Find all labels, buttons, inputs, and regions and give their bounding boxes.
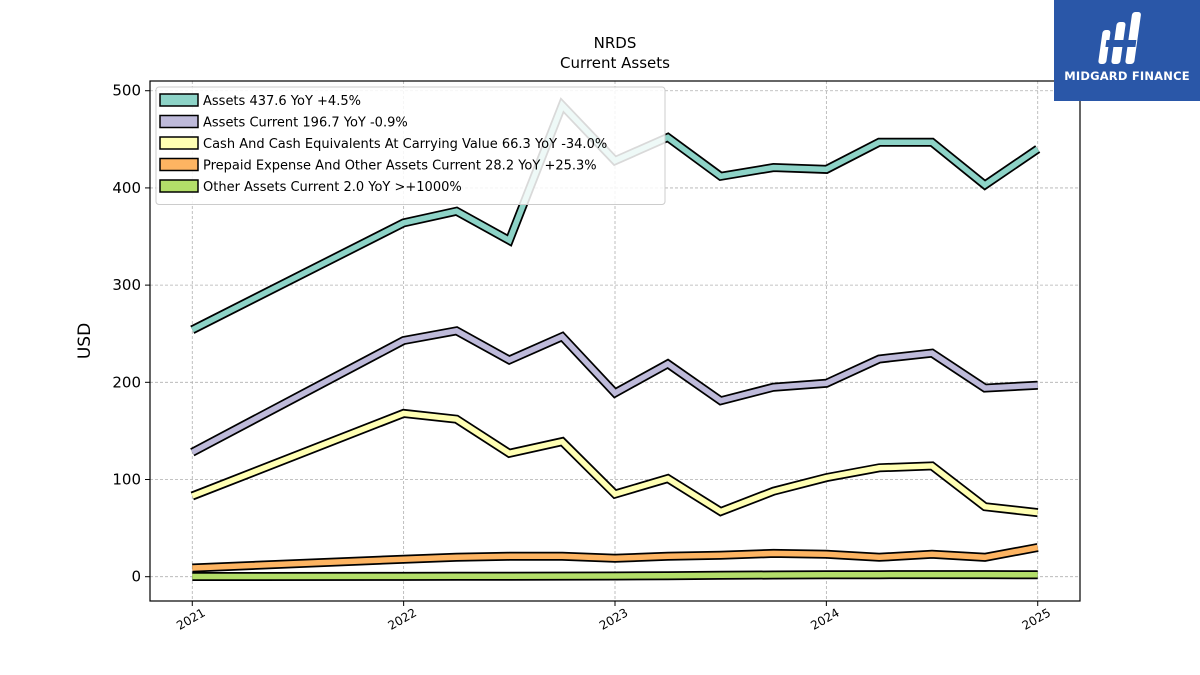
legend-swatch bbox=[159, 157, 199, 172]
series-lines bbox=[190, 97, 1041, 581]
legend-swatch bbox=[159, 179, 199, 193]
y-tick-label: 200 bbox=[112, 373, 141, 391]
x-tick-label: 2023 bbox=[597, 605, 630, 632]
series-line-cash-and-cash-equivalents-at-carrying-value bbox=[191, 410, 1039, 516]
chart-title: NRDS bbox=[594, 34, 637, 52]
series-line-prepaid-expense-and-other-assets-current bbox=[192, 544, 1039, 571]
series-line-assets-current bbox=[191, 327, 1038, 455]
y-axis-label: USD bbox=[75, 323, 95, 359]
legend-label: Cash And Cash Equivalents At Carrying Va… bbox=[203, 137, 607, 152]
y-tick-label: 0 bbox=[131, 568, 141, 586]
logo-mark-icon bbox=[1098, 12, 1141, 64]
brand-name: MIDGARD FINANCE bbox=[1064, 69, 1190, 83]
legend: Assets 437.6 YoY +4.5% Assets Current 196… bbox=[155, 86, 666, 205]
series-line-assets bbox=[191, 100, 1040, 333]
y-tick-label: 400 bbox=[112, 179, 141, 197]
chart-subtitle: Current Assets bbox=[560, 54, 670, 72]
legend-label: Prepaid Expense And Other Assets Current… bbox=[203, 159, 597, 174]
legend-box bbox=[155, 86, 666, 205]
y-tick-label: 100 bbox=[112, 471, 141, 489]
brand-logo: MIDGARD FINANCE bbox=[1054, 0, 1200, 101]
legend-label: Assets Current 196.7 YoY -0.9% bbox=[203, 116, 408, 131]
legend-swatch bbox=[159, 136, 199, 150]
legend-label: Other Assets Current 2.0 YoY >+1000% bbox=[203, 180, 462, 195]
axis-ticks: 0 100 200 300 400 500 2021 2022 2023 2024 2025 bbox=[112, 82, 1053, 633]
legend-swatch bbox=[159, 93, 199, 107]
x-tick-label: 2025 bbox=[1020, 605, 1053, 632]
legend-swatch bbox=[159, 114, 199, 129]
y-tick-label: 300 bbox=[112, 276, 141, 294]
legend-label: Assets 437.6 YoY +4.5% bbox=[203, 94, 361, 109]
y-tick-label: 500 bbox=[112, 82, 141, 100]
series-line-other-assets-current bbox=[192, 571, 1038, 580]
x-tick-label: 2024 bbox=[808, 605, 841, 632]
x-tick-label: 2021 bbox=[174, 605, 207, 632]
x-tick-label: 2022 bbox=[386, 605, 419, 632]
